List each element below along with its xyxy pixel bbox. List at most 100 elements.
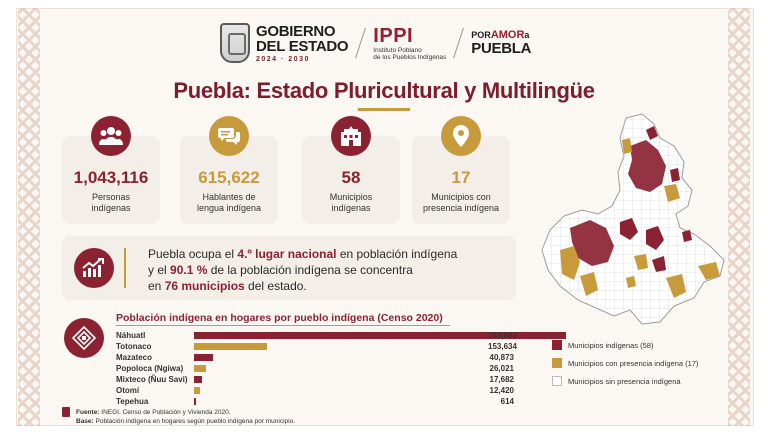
chart-title: Población indígena en hogares por pueblo… <box>116 312 443 324</box>
bar-value-label: 40,873 <box>489 353 514 362</box>
map-legend: Municipios indígenas (58) Municipios con… <box>552 338 699 392</box>
bar-track <box>194 387 566 394</box>
map-region-indigenas <box>620 218 638 240</box>
ippi-acronym: IPPI <box>373 24 414 47</box>
map-region-presencia <box>622 138 632 154</box>
map-region-presencia <box>634 254 648 270</box>
document-icon <box>62 407 70 417</box>
legend-label: Municipios sin presencia indígena <box>568 376 681 386</box>
textile-pattern-icon <box>64 318 104 358</box>
stat-card-personas: 1,043,116 Personas indígenas <box>62 116 160 224</box>
bar <box>194 354 214 361</box>
bar-value-label: 153,634 <box>488 342 517 351</box>
bar-category-label: Mazateco <box>116 353 153 362</box>
legend-item: Municipios con presencia indígena (17) <box>552 356 699 370</box>
stat-label: Municipios con presencia indígena <box>422 192 500 214</box>
por-amor-puebla-logo: PORAMORa PUEBLA <box>471 29 532 57</box>
bar <box>194 376 203 383</box>
stat-label: Personas indígenas <box>91 192 131 214</box>
bar-row: Mazateco 40,873 <box>116 352 516 363</box>
map-region-presencia <box>580 272 598 296</box>
bar <box>194 398 196 405</box>
bar <box>194 343 267 350</box>
ippi-logo: IPPI Instituto Poblano de los Pueblos In… <box>373 25 446 61</box>
map-region-indigenas <box>570 220 614 266</box>
por-amor-line: PORAMORa <box>471 29 530 41</box>
bar-value-label: 17,682 <box>489 375 514 384</box>
header-logos: GOBIERNO DEL ESTADO 2024 · 2030 IPPI Ins… <box>220 18 550 68</box>
bar-row: Otomí 12,420 <box>116 385 516 396</box>
legend-swatch <box>552 340 562 350</box>
map-region-indigenas <box>682 230 692 242</box>
gobierno-line2: DEL ESTADO <box>256 37 349 55</box>
divider <box>453 27 465 59</box>
map-region-indigenas <box>670 168 680 182</box>
ippi-line2: de los Pueblos Indígenas <box>373 54 447 61</box>
stat-value: 615,622 <box>198 168 260 187</box>
map-region-presencia <box>664 184 680 202</box>
stat-card-municipios-indigenas: 58 Municipios indígenas <box>302 116 400 224</box>
puebla-municipalities-map <box>541 113 725 325</box>
bar-value-label: 783,607 <box>488 331 517 340</box>
bar-category-label: Tepehua <box>116 397 149 406</box>
bar <box>194 365 207 372</box>
bar-track <box>194 398 566 405</box>
legend-label: Municipios indígenas (58) <box>568 340 654 350</box>
stat-card-hablantes: 615,622 Hablantes de lengua indígena <box>180 116 278 224</box>
stat-label: Hablantes de lengua indígena <box>196 192 262 214</box>
title-underline <box>358 108 410 111</box>
legend-swatch <box>552 376 562 386</box>
bar-value-label: 12,420 <box>489 386 514 395</box>
puebla-word: PUEBLA <box>471 40 532 57</box>
people-icon <box>91 116 131 156</box>
highlight-separator <box>124 248 126 288</box>
bar-row: Popoloca (Ngiwa) 26,021 <box>116 363 516 374</box>
map-region-indigenas <box>646 126 658 140</box>
map-region-presencia <box>698 262 720 280</box>
bar-category-label: Totonaco <box>116 342 152 351</box>
map-region-indigenas <box>646 226 664 250</box>
growth-chart-icon <box>74 248 114 288</box>
gobierno-years: 2024 · 2030 <box>256 55 310 63</box>
stat-label: Municipios indígenas <box>329 192 373 214</box>
legend-item: Municipios indígenas (58) <box>552 338 699 352</box>
bar-track <box>194 354 566 361</box>
legend-swatch <box>552 358 562 368</box>
building-icon <box>331 116 371 156</box>
bar-track <box>194 376 566 383</box>
source-note: Fuente: INEGI. Censo de Población y Vivi… <box>76 409 296 425</box>
map-region-indigenas <box>628 140 666 192</box>
page-title: Puebla: Estado Pluricultural y Multiling… <box>173 78 595 103</box>
state-crest-icon <box>220 23 250 63</box>
decorative-pattern-right <box>728 8 750 426</box>
bar-category-label: Mixteco (Ñuu Savi) <box>116 375 188 384</box>
map-region-presencia <box>666 274 686 298</box>
bar-track <box>194 343 566 350</box>
speech-bubbles-icon <box>209 116 249 156</box>
bar-category-label: Otomí <box>116 386 140 395</box>
legend-label: Municipios con presencia indígena (17) <box>568 358 699 368</box>
stat-value: 1,043,116 <box>73 168 149 187</box>
bar-row: Tepehua 614 <box>116 396 516 407</box>
bar <box>194 387 200 394</box>
gobierno-line1: GOBIERNO <box>256 22 336 40</box>
stat-card-municipios-presencia: 17 Municipios con presencia indígena <box>412 116 510 224</box>
ranking-highlight-box: Puebla ocupa el 4.º lugar nacional en po… <box>62 236 516 300</box>
bar-category-label: Popoloca (Ngiwa) <box>116 364 184 373</box>
bar-row: Mixteco (Ñuu Savi) 17,682 <box>116 374 516 385</box>
stat-value: 58 <box>341 168 361 187</box>
decorative-pattern-left <box>18 8 40 426</box>
map-region-indigenas <box>652 256 666 272</box>
stat-value: 17 <box>451 168 471 187</box>
gobierno-logo: GOBIERNO DEL ESTADO 2024 · 2030 <box>256 22 349 63</box>
highlight-text: Puebla ocupa el 4.º lugar nacional en po… <box>148 247 458 293</box>
bar-row: Totonaco 153,634 <box>116 341 517 352</box>
bar-category-label: Náhuatl <box>116 331 146 340</box>
bar-value-label: 26,021 <box>489 364 514 373</box>
bar-row: Náhuatl 783,607 <box>116 330 566 341</box>
bar-value-label: 614 <box>500 397 514 406</box>
bar-track <box>194 332 566 339</box>
bar <box>194 332 566 339</box>
location-pin-icon <box>441 116 481 156</box>
divider <box>355 27 367 59</box>
